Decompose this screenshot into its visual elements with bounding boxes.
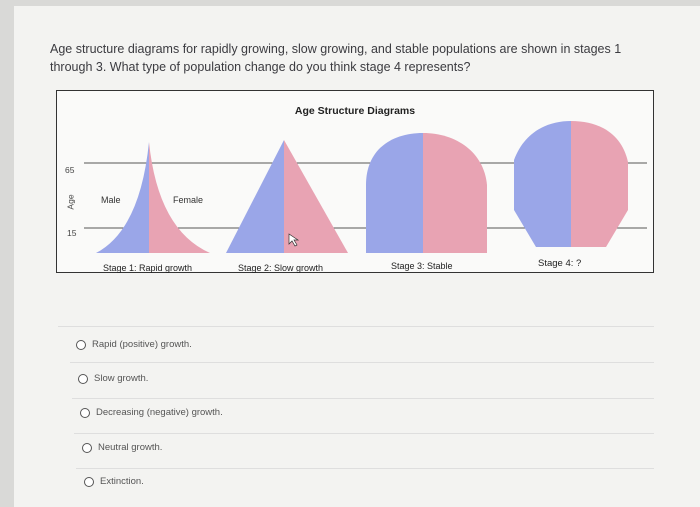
question-text: Age structure diagrams for rapidly growi… [50,42,622,74]
stage-2-label: Stage 2: Slow growth [238,263,324,273]
option-neutral-growth[interactable]: Neutral growth. [82,442,162,453]
stage-3-male-shape [366,133,423,253]
divider [74,433,654,434]
stage-1-male-shape [96,142,149,253]
male-label: Male [101,195,121,205]
divider [76,468,654,469]
stage-3-label: Stage 3: Stable [391,261,453,271]
radio-button-icon[interactable] [76,339,86,350]
stage-2-male-shape [226,140,284,253]
cursor-icon [288,233,300,247]
option-extinction[interactable]: Extinction. [84,476,144,487]
stage-4-label: Stage 4: ? [538,258,582,269]
option-slow-growth[interactable]: Slow growth. [78,373,148,384]
figure-title: Age Structure Diagrams [294,105,416,117]
age-15-label: 15 [67,228,77,238]
option-decreasing-growth[interactable]: Decreasing (negative) growth. [80,407,223,418]
radio-button-icon[interactable] [78,373,88,384]
option-label: Rapid (positive) growth. [92,339,192,350]
stage-3-female-shape [423,133,487,253]
option-label: Slow growth. [94,373,149,384]
radio-button-icon[interactable] [82,442,92,453]
age-65-label: 65 [65,165,75,175]
stage-2-female-shape [284,140,348,253]
divider [72,398,654,399]
radio-button-icon[interactable] [80,407,90,418]
stage-4-male-shape [514,121,571,247]
option-label: Extinction. [100,476,144,487]
stage-4-female-shape [571,121,628,247]
radio-button-icon[interactable] [84,476,94,487]
option-rapid-growth[interactable]: Rapid (positive) growth. [76,339,192,350]
pyramid-shapes [84,121,647,253]
female-label: Female [173,195,204,205]
stage-1-female-shape [149,142,210,253]
option-label: Neutral growth. [98,442,163,453]
option-label: Decreasing (negative) growth. [96,407,223,418]
stage-1-label: Stage 1: Rapid growth [103,263,193,273]
divider [58,326,654,327]
divider [70,362,654,363]
